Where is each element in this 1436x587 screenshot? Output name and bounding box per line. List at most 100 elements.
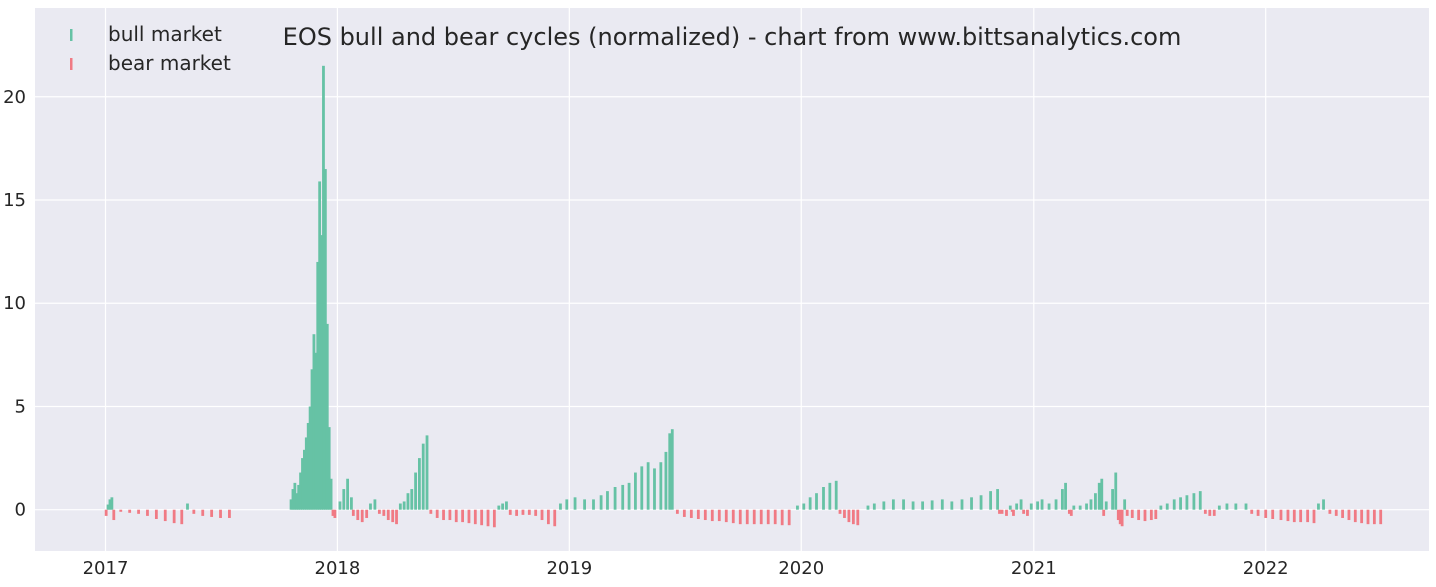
bear-bar [851,509,855,525]
bull-bar [1234,503,1238,510]
bear-bar [787,509,791,526]
bear-bar [508,509,512,515]
bear-bar [546,509,550,525]
bull-bar [1054,499,1058,510]
bull-bar [289,499,293,510]
bull-bar [802,503,806,510]
bull-bar [1015,503,1019,510]
bull-bar [1094,493,1097,510]
bull-bar [1111,489,1114,510]
bear-bar [1299,509,1303,523]
bull-bar [1114,472,1118,510]
bear-bar [1026,509,1029,516]
bull-bar [613,487,617,510]
bear-bar [1102,509,1106,516]
x-tick-label: 2021 [1011,558,1057,579]
bear-bar [467,509,471,524]
bear-bar [461,509,464,523]
bear-bar [492,509,496,528]
bull-bar [338,501,342,510]
bull-bar [1060,489,1064,510]
bear-bar [682,509,686,517]
bear-bar [219,509,222,518]
bull-bar [373,499,377,510]
bull-bar [325,323,329,510]
bear-bar [515,509,519,516]
bear-bar [1292,509,1296,523]
bear-bar [998,509,1001,514]
bear-bar [1271,509,1275,519]
bull-bar [599,495,603,510]
x-tick-label: 2018 [315,558,361,579]
bear-bar [473,509,477,525]
bull-bar [1172,499,1176,510]
bull-bar [406,493,410,510]
bull-bar [501,503,505,510]
legend-bear-swatch [70,58,73,70]
bear-bar [435,509,439,518]
bull-bar [350,497,353,510]
bear-bar [838,509,842,514]
bear-bar [1022,509,1026,514]
x-tick-label: 2017 [83,558,129,579]
bull-bar [303,449,306,510]
y-gridlines [35,96,1429,511]
bear-bar [154,509,158,519]
bear-bar [448,509,452,521]
bull-bar [606,491,609,510]
bear-bar [675,509,679,514]
bull-bar [108,499,112,510]
bull-bar [318,181,322,510]
bull-bar [627,482,631,510]
bear-bar [365,509,369,518]
bull-bar [1185,495,1189,510]
bars-group [104,65,1383,528]
bull-bar [425,435,429,510]
bull-bar [1217,505,1221,510]
bear-bar [454,509,458,523]
bull-bar [911,501,915,510]
bull-bar [1040,499,1044,510]
bear-bar [146,509,149,516]
bear-bar [752,509,756,525]
bear-bar [172,509,176,524]
x-tick-labels: 2017 2018 2019 2020 2021 2022 [83,558,1289,579]
bear-bar [1372,509,1376,525]
x-tick-label: 2019 [546,558,592,579]
bear-bar [137,509,140,514]
bull-bar [1244,503,1248,510]
bear-bar [429,509,433,514]
bear-bar [759,509,763,525]
bear-bar [738,509,742,525]
bear-bar [780,509,784,526]
bear-bar [1000,509,1004,514]
bull-bar [1159,505,1163,510]
x-tick-label: 2020 [778,558,824,579]
bull-bar [583,499,586,510]
bear-bar [856,509,860,526]
bull-bar [310,369,314,510]
legend-bear-label: bear market [108,51,231,75]
bull-bar [1097,482,1101,510]
bull-bar [882,501,886,510]
bull-bar [369,503,372,510]
bull-bar [329,478,333,510]
bear-bar [1347,509,1351,521]
bull-bar [314,352,318,510]
bull-bar [295,493,299,510]
bear-bar [745,509,749,525]
bear-bar [1067,509,1071,514]
bull-bar [410,489,414,510]
bull-bar [592,499,595,510]
y-tick-label: 0 [15,500,26,521]
chart-title: EOS bull and bear cycles (normalized) - … [283,23,1182,51]
bear-bar [356,509,360,521]
bull-bar [979,495,983,510]
bull-bar [505,501,508,510]
bull-bar [866,505,870,510]
bull-bar [646,462,650,510]
bull-bar [291,489,295,510]
bear-bar [1250,509,1254,514]
bull-bar [828,482,832,510]
y-tick-label: 15 [3,190,26,211]
